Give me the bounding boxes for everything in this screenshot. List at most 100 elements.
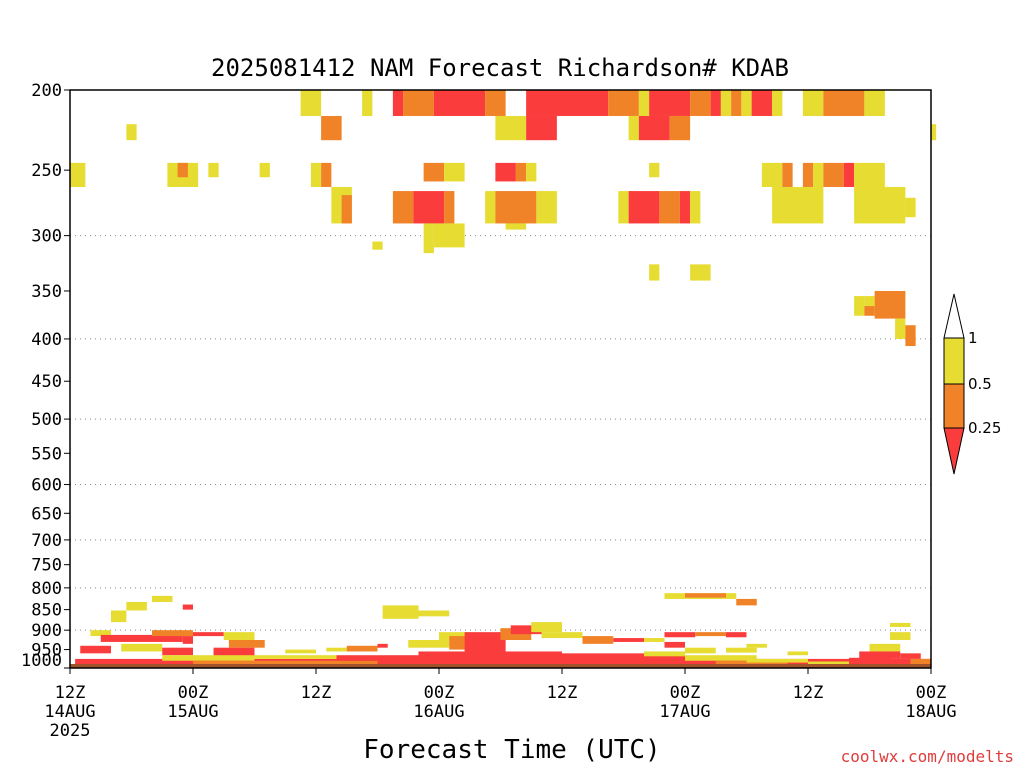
- ri-cell: [823, 90, 865, 116]
- x-tick-label: 00Z: [424, 683, 455, 703]
- colorbar-label: 0.25: [968, 419, 1001, 437]
- x-tick-label: 12Z: [301, 683, 332, 703]
- ri-cell: [423, 162, 445, 182]
- y-tick-label: 900: [31, 621, 62, 641]
- ri-cell: [823, 162, 844, 187]
- ri-cell: [423, 223, 434, 254]
- ri-cell: [802, 162, 814, 187]
- x-tick-label: 14AUG: [44, 702, 95, 722]
- ri-cell: [377, 643, 388, 648]
- ri-cell: [121, 643, 163, 652]
- ri-cell: [736, 598, 757, 606]
- ri-cell: [644, 651, 685, 657]
- ri-cell: [213, 647, 255, 658]
- ri-cell: [649, 162, 660, 178]
- ri-cell: [890, 622, 911, 627]
- ri-cell: [890, 632, 911, 641]
- colorbar-bin: [943, 383, 965, 429]
- ri-cell: [562, 653, 685, 661]
- x-tick-label: 17AUG: [659, 702, 710, 722]
- colorbar-bottom-arrow: [943, 427, 965, 475]
- y-tick-label: 850: [31, 601, 62, 621]
- ri-cell: [90, 630, 111, 637]
- ri-cell: [177, 162, 188, 178]
- ri-cell: [75, 658, 931, 668]
- ri-cell: [628, 191, 660, 224]
- colorbar-top-arrow: [943, 293, 965, 339]
- ri-cell: [152, 595, 173, 602]
- ri-cell: [695, 632, 726, 637]
- ri-cell: [613, 638, 644, 642]
- ri-cell: [751, 90, 773, 116]
- ri-cell: [685, 647, 716, 654]
- ri-cell: [526, 90, 609, 116]
- ri-cell: [392, 191, 414, 224]
- ri-cell: [659, 191, 680, 224]
- ri-cell: [372, 241, 383, 250]
- ri-cell: [536, 191, 557, 224]
- ri-cell: [408, 640, 450, 648]
- ri-cell: [510, 625, 542, 635]
- ri-cell: [900, 653, 921, 659]
- x-tick-label: 00Z: [178, 683, 209, 703]
- x-tick-label: 12Z: [793, 683, 824, 703]
- y-tick-label: 800: [31, 579, 62, 599]
- x-tick-label: 12Z: [547, 683, 578, 703]
- y-tick-label: 950: [31, 641, 62, 661]
- ri-cell: [910, 658, 931, 665]
- ri-cell: [495, 191, 537, 224]
- ri-cell: [782, 162, 793, 187]
- ri-cell: [895, 318, 906, 339]
- ri-cell: [526, 115, 557, 141]
- y-tick-label: 650: [31, 504, 62, 524]
- colorbar-bin: [943, 337, 965, 385]
- ri-cell: [70, 162, 86, 187]
- ri-cell: [761, 162, 783, 187]
- ri-cell: [433, 223, 465, 248]
- y-tick-label: 1000: [21, 651, 62, 671]
- x-tick-label: 16AUG: [413, 702, 464, 722]
- ri-cell: [864, 306, 875, 316]
- ri-cell: [931, 124, 937, 141]
- ri-cell: [628, 115, 639, 141]
- ri-cell: [843, 162, 855, 187]
- ri-cell: [341, 195, 352, 224]
- x-tick-label: 2025: [50, 721, 91, 741]
- ri-cell: [731, 90, 742, 116]
- ri-cell: [444, 162, 465, 182]
- ri-cell: [495, 115, 527, 141]
- ri-cell: [152, 630, 193, 637]
- ri-cell: [644, 638, 665, 642]
- ri-cell: [485, 90, 506, 116]
- ri-cell: [182, 636, 193, 644]
- y-tick-label: 500: [31, 410, 62, 430]
- ri-cell: [111, 610, 127, 623]
- ri-cell: [254, 655, 337, 659]
- ri-cell: [495, 162, 516, 182]
- ri-cell: [849, 657, 890, 665]
- ri-cell: [741, 90, 752, 116]
- x-tick-label: 18AUG: [905, 702, 956, 722]
- ri-cell: [162, 647, 193, 656]
- ri-cell: [669, 115, 691, 141]
- ri-cell: [526, 162, 537, 182]
- y-tick-label: 700: [31, 531, 62, 551]
- ri-cell: [321, 115, 342, 141]
- y-tick-label: 600: [31, 476, 62, 496]
- ri-cell: [300, 90, 322, 116]
- ri-cell: [362, 90, 373, 116]
- ri-cell: [690, 264, 711, 281]
- watermark: coolwx.com/modelts: [841, 747, 1014, 766]
- ri-cell: [649, 90, 691, 116]
- ri-cell: [813, 162, 824, 187]
- ri-cell: [541, 632, 583, 639]
- ri-cell: [649, 264, 660, 281]
- ri-cell: [638, 90, 650, 116]
- ri-cell: [726, 647, 757, 653]
- ri-cell: [787, 651, 808, 656]
- ri-cell: [685, 655, 757, 661]
- ground-band: [70, 664, 931, 668]
- y-tick-label: 750: [31, 556, 62, 576]
- chart-title: 2025081412 NAM Forecast Richardson# KDAB: [211, 54, 789, 82]
